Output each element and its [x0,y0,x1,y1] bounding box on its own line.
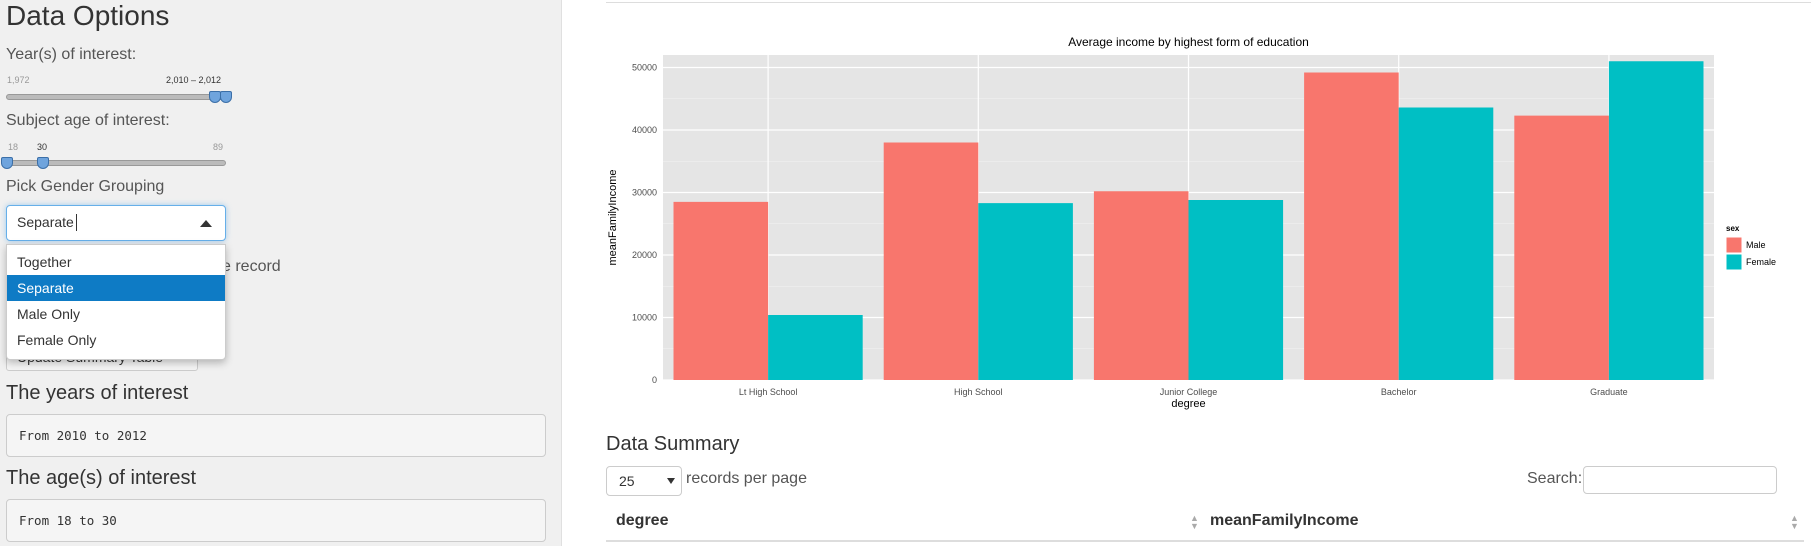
legend-swatch [1725,253,1743,271]
sort-icon[interactable]: ▲ ▼ [1190,513,1199,531]
sidebar-panel: Data Options Year(s) of interest: 1,972 … [0,0,562,546]
bar-female [1188,200,1284,380]
income-bar-chart: 0 10000 20000 30000 40000 50000 Lt High School… [607,35,1776,410]
years-slider-label: Year(s) of interest: [6,46,137,63]
bar-male [673,201,769,380]
gender-select-label: Pick Gender Grouping [6,178,165,195]
age-max-label: 89 [213,142,224,152]
gender-option-male-only[interactable]: Male Only [17,306,81,322]
age-output-value: From 18 to 30 [19,513,117,528]
gender-option-together[interactable]: Together [17,254,72,270]
bar-female [1398,107,1494,380]
checkbox-label-fragment: e record [222,258,281,275]
years-min-label: 1,972 [7,75,30,85]
column-header-meanfamilyincome[interactable]: meanFamilyIncome [1210,512,1359,529]
years-slider-track[interactable] [6,94,226,100]
years-output-value: From 2010 to 2012 [19,428,147,443]
bar-male [1093,191,1189,380]
age-output-heading: The age(s) of interest [6,467,197,489]
bar-female [978,203,1073,380]
x-tick-label: Lt High School [739,387,798,397]
caret-up-icon[interactable] [200,219,212,227]
y-tick-label: 40000 [632,125,657,135]
sidebar-title: Data Options [6,0,170,31]
x-tick-label: Junior College [1160,387,1218,397]
y-tick-label: 50000 [632,63,657,73]
bar-male [883,142,979,380]
data-summary-heading: Data Summary [606,433,740,455]
y-tick-label: 20000 [632,250,657,260]
y-axis-label: meanFamilyIncome [607,170,619,266]
age-slider-handle-to[interactable] [37,157,49,169]
gender-select-value: Separate [17,214,74,230]
age-output-box: From 18 to 30 [6,499,546,542]
legend-swatch [1725,236,1743,254]
y-tick-label: 30000 [632,188,657,198]
x-tick-label: Bachelor [1381,387,1417,397]
age-slider-label: Subject age of interest: [6,112,170,129]
years-output-box: From 2010 to 2012 [6,414,546,457]
records-per-page-label: records per page [686,470,807,487]
legend-title: sex [1726,224,1740,233]
gender-option-female-only[interactable]: Female Only [17,332,97,348]
gender-select[interactable]: Separate [6,205,226,241]
years-slider-handle-to[interactable] [220,91,232,103]
bar-female [1608,61,1704,380]
caret-down-icon [667,478,675,484]
x-tick-label: Graduate [1590,387,1628,397]
search-label: Search: [1527,470,1583,487]
age-from-label: 30 [37,142,48,152]
search-input[interactable] [1583,466,1777,494]
x-axis-label: degree [1171,398,1205,410]
chart-title: Average income by highest form of educat… [1068,35,1309,49]
y-tick-label: 0 [652,375,657,385]
page-size-select[interactable]: 25 [606,466,682,496]
legend-label: Male [1746,240,1766,250]
gender-option-separate[interactable]: Separate [7,275,225,301]
sort-icon[interactable]: ▲ ▼ [1790,513,1799,531]
bar-male [1514,115,1609,380]
page-size-value: 25 [619,473,635,489]
bar-female [768,315,863,380]
x-tick-label: High School [954,387,1003,397]
summary-table-header: degree ▲ ▼ meanFamilyIncome ▲ ▼ [606,502,1804,542]
tab-bar [606,0,1811,3]
age-slider-handle-from[interactable] [1,157,13,169]
text-cursor [76,214,77,231]
legend-label: Female [1746,257,1776,267]
age-min-label: 18 [8,142,19,152]
years-range-label: 2,010 – 2,012 [166,75,222,85]
y-tick-label: 10000 [632,313,657,323]
years-output-heading: The years of interest [6,382,189,404]
bar-male [1304,72,1399,380]
gender-dropdown-menu: Together Separate Male Only Female Only [6,244,226,360]
column-header-degree[interactable]: degree [616,512,669,529]
